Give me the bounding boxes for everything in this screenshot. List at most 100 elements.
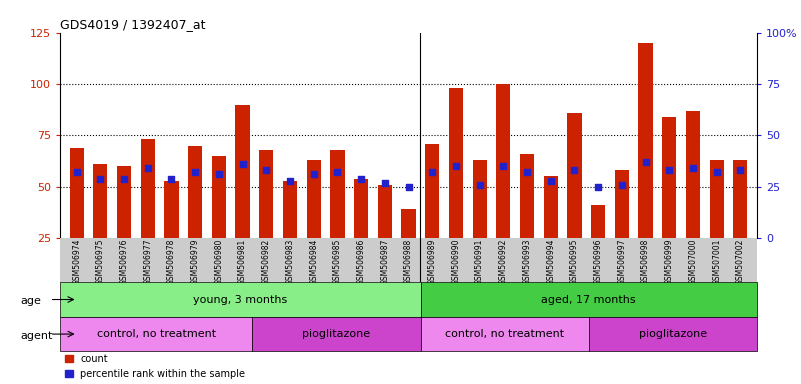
Text: GSM507000: GSM507000 [688,239,698,285]
Bar [589,317,757,351]
Point [686,165,699,171]
Bar [662,117,676,290]
Text: GSM506996: GSM506996 [594,239,602,285]
Text: aged, 17 months: aged, 17 months [541,295,636,305]
Bar [449,88,463,290]
Text: agent: agent [20,331,52,341]
Text: GSM506984: GSM506984 [309,239,318,285]
Point [70,169,83,175]
Text: GSM507002: GSM507002 [736,239,745,285]
Point [710,169,723,175]
Point [615,182,628,188]
Bar [496,84,510,290]
Bar [60,282,421,317]
Text: young, 3 months: young, 3 months [193,295,288,305]
Point [734,167,747,173]
Text: GSM506991: GSM506991 [475,239,484,285]
Bar [188,146,203,290]
Point [189,169,202,175]
Bar [544,177,557,290]
Point [212,171,225,177]
Point [331,169,344,175]
Bar [117,166,131,290]
Bar [93,164,107,290]
Point [449,163,462,169]
Bar [60,317,252,351]
Text: GSM506974: GSM506974 [72,239,81,285]
Point [402,184,415,190]
Bar [141,139,155,290]
Text: GSM506986: GSM506986 [356,239,365,285]
Point [284,177,296,184]
Point [497,163,509,169]
Bar [638,43,653,290]
Bar [614,170,629,290]
Text: GSM506997: GSM506997 [618,239,626,285]
Text: GSM506987: GSM506987 [380,239,389,285]
Text: GSM506978: GSM506978 [167,239,176,285]
Text: GSM506999: GSM506999 [665,239,674,285]
Bar [421,317,589,351]
Point [355,175,368,182]
Text: GSM506988: GSM506988 [404,239,413,285]
Bar [686,111,700,290]
Point [165,175,178,182]
Bar [283,180,297,290]
Point [141,165,154,171]
Bar [260,150,273,290]
Text: GSM506998: GSM506998 [641,239,650,285]
Text: GSM506989: GSM506989 [428,239,437,285]
Text: GSM507001: GSM507001 [712,239,721,285]
Text: GSM506980: GSM506980 [215,239,223,285]
Text: control, no treatment: control, no treatment [445,329,564,339]
Text: GSM506993: GSM506993 [522,239,532,285]
Text: GSM506990: GSM506990 [452,239,461,285]
Text: GSM506977: GSM506977 [143,239,152,285]
Text: GSM506979: GSM506979 [191,239,199,285]
Bar [164,180,179,290]
Bar [252,317,421,351]
Bar [211,156,226,290]
Text: GSM506994: GSM506994 [546,239,555,285]
Point [568,167,581,173]
Bar [591,205,606,290]
Text: control, no treatment: control, no treatment [97,329,215,339]
Bar [421,282,757,317]
Text: GSM506975: GSM506975 [96,239,105,285]
Point [521,169,533,175]
Bar [733,160,747,290]
Bar [330,150,344,290]
Bar [425,144,439,290]
Text: GSM506981: GSM506981 [238,239,247,285]
Bar [710,160,724,290]
Text: GSM506995: GSM506995 [570,239,579,285]
Bar [307,160,321,290]
Point [94,175,107,182]
Point [426,169,439,175]
Text: pioglitazone: pioglitazone [302,329,371,339]
Point [260,167,272,173]
Bar [567,113,582,290]
Point [592,184,605,190]
Bar [70,148,84,290]
Point [473,182,486,188]
Text: GSM506976: GSM506976 [119,239,129,285]
Legend: count, percentile rank within the sample: count, percentile rank within the sample [65,354,245,379]
Text: age: age [20,296,41,306]
Bar [473,160,487,290]
Point [639,159,652,165]
Bar [520,154,534,290]
Bar [235,104,250,290]
Text: GDS4019 / 1392407_at: GDS4019 / 1392407_at [60,18,206,31]
Bar [354,179,368,290]
Text: GSM506985: GSM506985 [333,239,342,285]
Point [118,175,131,182]
Bar [401,209,416,290]
Text: pioglitazone: pioglitazone [638,329,707,339]
Point [236,161,249,167]
Point [663,167,676,173]
Point [378,180,391,186]
Point [308,171,320,177]
Point [545,177,557,184]
Text: GSM506983: GSM506983 [285,239,295,285]
